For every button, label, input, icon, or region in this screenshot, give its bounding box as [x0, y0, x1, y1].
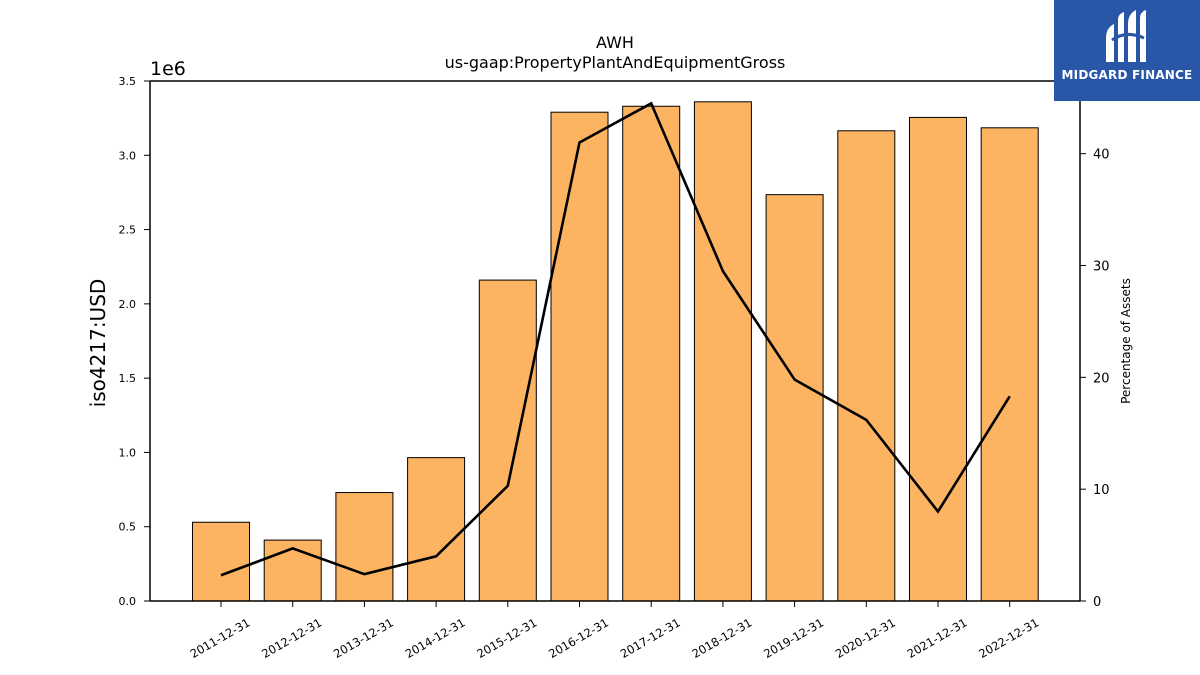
- y-tick-label: 3.0: [119, 149, 137, 162]
- x-tick-label: 2011-12-31: [188, 615, 253, 661]
- logo-mark-icon: [1106, 10, 1146, 62]
- x-tick-label: 2013-12-31: [331, 615, 396, 661]
- y-tick-label: 0.0: [119, 595, 137, 608]
- y2-tick-label: 30: [1093, 260, 1110, 275]
- bar-2016-12-31: [550, 111, 609, 602]
- y2-tick-label: 10: [1093, 483, 1110, 498]
- bar-series: [192, 101, 1039, 602]
- brand-logo: MIDGARD FINANCE: [1054, 0, 1200, 101]
- bar-2022-12-31: [980, 127, 1039, 602]
- bar-2014-12-31: [407, 457, 466, 602]
- x-tick-label: 2021-12-31: [905, 615, 970, 661]
- bar-2017-12-31: [622, 105, 681, 602]
- x-tick-label: 2020-12-31: [833, 615, 898, 661]
- x-tick-label: 2014-12-31: [403, 615, 468, 661]
- y-offset-label: 1e6: [150, 58, 186, 80]
- x-tick-label: 2015-12-31: [474, 615, 539, 661]
- y-tick-label: 3.5: [119, 75, 137, 88]
- y-tick-label: 0.5: [119, 521, 137, 534]
- bar-2021-12-31: [909, 116, 967, 602]
- chart-subtitle: us-gaap:PropertyPlantAndEquipmentGross: [445, 53, 786, 72]
- line-series: [220, 101, 1011, 577]
- x-tick-label: 2012-12-31: [259, 615, 324, 661]
- chart-title: AWH: [596, 33, 634, 52]
- x-tick-label: 2017-12-31: [618, 615, 683, 661]
- x-tick-label: 2022-12-31: [976, 615, 1041, 661]
- bar-2013-12-31: [335, 492, 394, 602]
- y2-tick-label: 20: [1093, 371, 1110, 386]
- y-axis-label: iso4217:USD: [86, 279, 110, 408]
- y-tick-label: 1.5: [119, 372, 137, 385]
- x-tick-label: 2019-12-31: [761, 615, 826, 661]
- bar-2018-12-31: [693, 101, 752, 602]
- bar-2015-12-31: [478, 279, 537, 602]
- y2-tick-label: 40: [1093, 148, 1110, 163]
- y-tick-label: 1.0: [119, 446, 137, 459]
- bar-2019-12-31: [765, 194, 824, 602]
- bar-2012-12-31: [263, 539, 322, 602]
- y2-tick-label: 0: [1093, 595, 1101, 610]
- y-tick-label: 2.0: [119, 298, 137, 311]
- bar-2011-12-31: [192, 521, 250, 602]
- bar-2020-12-31: [837, 130, 896, 602]
- logo-text: MIDGARD FINANCE: [1061, 68, 1193, 82]
- x-tick-label: 2018-12-31: [690, 615, 755, 661]
- percentage-line: [220, 101, 1011, 577]
- y2-axis-label: Percentage of Assets: [1119, 278, 1133, 404]
- y-tick-label: 2.5: [119, 224, 137, 237]
- x-tick-label: 2016-12-31: [546, 615, 611, 661]
